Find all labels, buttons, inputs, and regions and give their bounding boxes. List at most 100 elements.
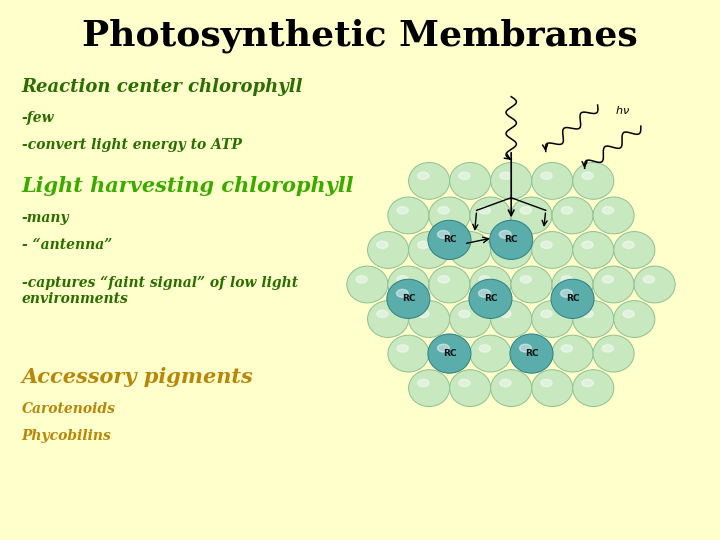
Ellipse shape <box>397 289 408 297</box>
Ellipse shape <box>449 301 491 338</box>
Ellipse shape <box>614 301 655 338</box>
Ellipse shape <box>368 301 409 338</box>
Ellipse shape <box>573 301 614 338</box>
Ellipse shape <box>491 163 531 199</box>
Ellipse shape <box>418 379 429 387</box>
Ellipse shape <box>602 207 613 214</box>
Ellipse shape <box>459 310 470 318</box>
Ellipse shape <box>459 379 470 387</box>
Ellipse shape <box>347 266 388 303</box>
Ellipse shape <box>377 310 388 318</box>
Ellipse shape <box>510 334 553 373</box>
Ellipse shape <box>643 276 654 283</box>
Ellipse shape <box>429 266 470 303</box>
Text: -many: -many <box>22 211 69 225</box>
Ellipse shape <box>470 335 511 372</box>
Text: Phycobilins: Phycobilins <box>22 429 112 443</box>
Ellipse shape <box>593 197 634 234</box>
Ellipse shape <box>500 172 511 179</box>
Ellipse shape <box>552 197 593 234</box>
Ellipse shape <box>500 379 511 387</box>
Ellipse shape <box>511 335 552 372</box>
Ellipse shape <box>520 345 531 352</box>
Ellipse shape <box>602 276 613 283</box>
Ellipse shape <box>491 301 531 338</box>
Ellipse shape <box>418 172 429 179</box>
Ellipse shape <box>449 232 491 268</box>
Text: - “antenna”: - “antenna” <box>22 238 112 252</box>
Text: -convert light energy to ATP: -convert light energy to ATP <box>22 138 241 152</box>
Text: RC: RC <box>505 235 518 245</box>
Ellipse shape <box>582 172 593 179</box>
Ellipse shape <box>531 370 573 407</box>
Ellipse shape <box>573 370 614 407</box>
Ellipse shape <box>428 334 471 373</box>
Ellipse shape <box>397 276 408 283</box>
Ellipse shape <box>582 241 593 248</box>
Ellipse shape <box>531 232 573 268</box>
Ellipse shape <box>479 289 490 297</box>
Ellipse shape <box>409 370 449 407</box>
Ellipse shape <box>409 232 449 268</box>
Ellipse shape <box>490 220 533 260</box>
Text: Light harvesting chlorophyll: Light harvesting chlorophyll <box>22 176 354 195</box>
Ellipse shape <box>561 276 572 283</box>
Text: -captures “faint signal” of low light
environments: -captures “faint signal” of low light en… <box>22 275 298 306</box>
Text: RC: RC <box>443 235 456 245</box>
Ellipse shape <box>500 310 511 318</box>
Ellipse shape <box>449 163 491 199</box>
Ellipse shape <box>438 276 449 283</box>
Ellipse shape <box>377 241 388 248</box>
Ellipse shape <box>491 370 531 407</box>
Text: $h\nu$: $h\nu$ <box>615 104 630 116</box>
Ellipse shape <box>582 379 593 387</box>
Ellipse shape <box>438 345 449 352</box>
Text: RC: RC <box>525 349 539 358</box>
Ellipse shape <box>388 197 429 234</box>
Ellipse shape <box>388 335 429 372</box>
Ellipse shape <box>551 279 594 319</box>
Ellipse shape <box>623 310 634 318</box>
Ellipse shape <box>459 241 470 248</box>
Ellipse shape <box>479 207 490 214</box>
Ellipse shape <box>511 197 552 234</box>
Ellipse shape <box>459 172 470 179</box>
Text: RC: RC <box>443 349 456 358</box>
Text: Accessory pigments: Accessory pigments <box>22 367 253 387</box>
Ellipse shape <box>541 310 552 318</box>
Ellipse shape <box>552 335 593 372</box>
Ellipse shape <box>438 231 449 238</box>
Ellipse shape <box>418 310 429 318</box>
Text: Reaction center chlorophyll: Reaction center chlorophyll <box>22 78 303 96</box>
Ellipse shape <box>520 276 531 283</box>
Text: Carotenoids: Carotenoids <box>22 402 115 416</box>
Ellipse shape <box>438 207 449 214</box>
Ellipse shape <box>582 310 593 318</box>
Text: RC: RC <box>402 294 415 303</box>
Ellipse shape <box>479 345 490 352</box>
Ellipse shape <box>491 232 531 268</box>
Ellipse shape <box>531 163 573 199</box>
Ellipse shape <box>409 301 449 338</box>
Ellipse shape <box>429 197 470 234</box>
Ellipse shape <box>520 344 531 352</box>
Ellipse shape <box>520 207 531 214</box>
Ellipse shape <box>469 279 512 319</box>
Ellipse shape <box>511 266 552 303</box>
Ellipse shape <box>541 241 552 248</box>
Ellipse shape <box>499 231 511 238</box>
Ellipse shape <box>593 335 634 372</box>
Ellipse shape <box>561 345 572 352</box>
Ellipse shape <box>541 379 552 387</box>
Ellipse shape <box>368 232 409 268</box>
Ellipse shape <box>470 266 511 303</box>
Ellipse shape <box>470 197 511 234</box>
Ellipse shape <box>541 172 552 179</box>
Ellipse shape <box>397 345 408 352</box>
Ellipse shape <box>614 232 655 268</box>
Ellipse shape <box>552 266 593 303</box>
Ellipse shape <box>428 220 471 260</box>
Text: RC: RC <box>566 294 580 303</box>
Text: -few: -few <box>22 111 54 125</box>
Ellipse shape <box>438 344 449 352</box>
